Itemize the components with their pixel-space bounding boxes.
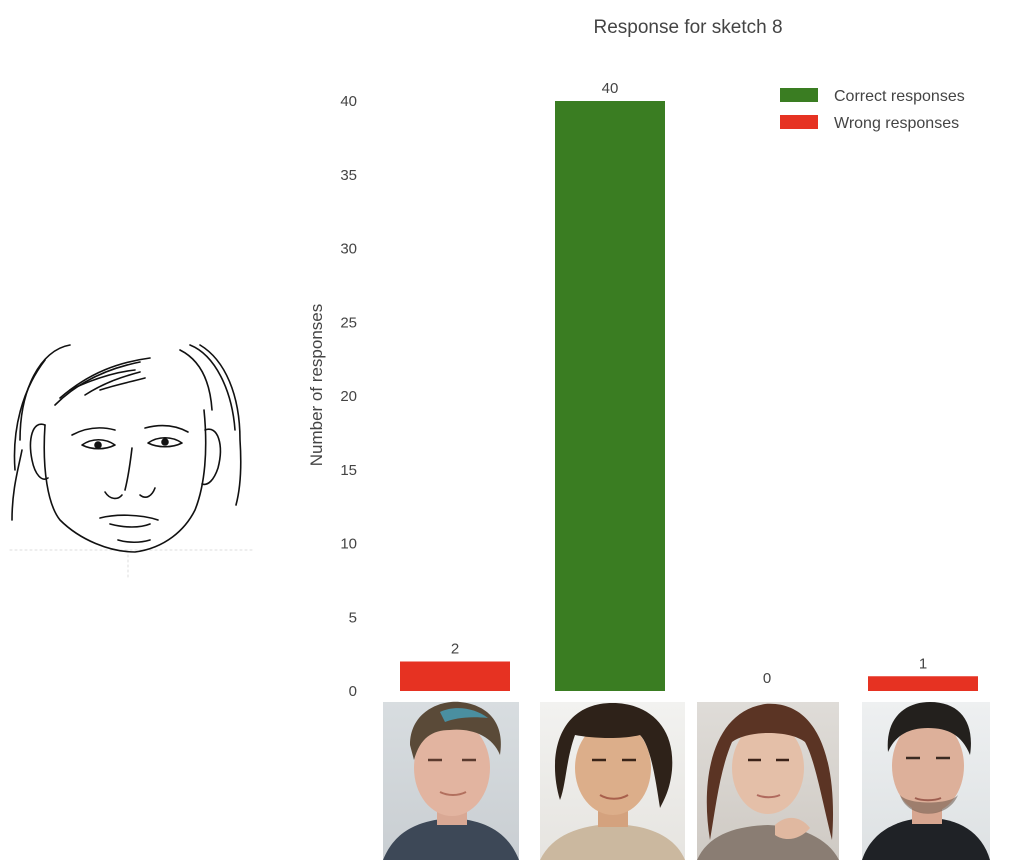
legend-swatch-correct: [780, 88, 818, 102]
candidate-photos: [383, 701, 990, 860]
bar-value-label-1: 2: [451, 641, 459, 658]
legend: Correct responses Wrong responses: [780, 88, 965, 132]
data-labels: 2 40 0 1: [451, 80, 927, 687]
legend-swatch-wrong: [780, 115, 818, 129]
legend-label-correct: Correct responses: [834, 88, 965, 105]
y-tick-label: 30: [340, 241, 357, 258]
bars: [400, 101, 978, 691]
candidate-photo-4: [862, 702, 990, 860]
y-tick-label: 5: [349, 609, 357, 626]
chart-title: Response for sketch 8: [593, 17, 782, 38]
legend-label-wrong: Wrong responses: [834, 115, 959, 132]
bar-4: [868, 676, 978, 691]
bar-value-label-4: 1: [919, 655, 927, 672]
y-tick-label: 0: [349, 683, 357, 700]
y-tick-label: 15: [340, 462, 357, 479]
candidate-photo-3: [697, 702, 839, 860]
bar-1: [400, 661, 510, 691]
y-tick-label: 10: [340, 536, 357, 553]
candidate-photo-1: [383, 701, 519, 860]
candidate-photo-2: [540, 702, 685, 860]
face-sketch-image: [9, 344, 253, 581]
y-tick-label: 20: [340, 388, 357, 405]
y-tick-label: 35: [340, 167, 357, 184]
y-tick-label: 25: [340, 314, 357, 331]
bar-2: [555, 101, 665, 691]
bar-value-label-3: 0: [763, 670, 771, 687]
bar-value-label-2: 40: [602, 80, 619, 97]
y-axis-label: Number of responses: [307, 304, 326, 467]
y-axis-ticks: 0 5 10 15 20 25 30 35 40: [340, 93, 357, 700]
y-tick-label: 40: [340, 93, 357, 110]
